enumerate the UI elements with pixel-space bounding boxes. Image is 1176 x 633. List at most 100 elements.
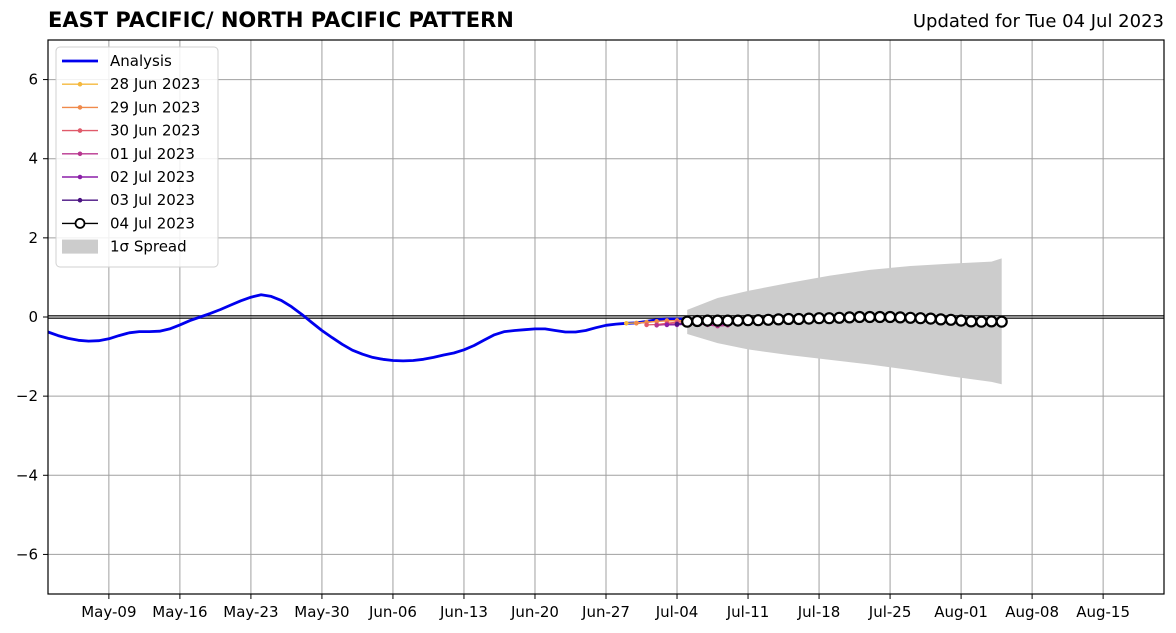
data-point: [762, 313, 775, 326]
data-point: [802, 312, 816, 325]
series-layer: [47, 293, 1008, 363]
x-tick-label: Jun-20: [510, 603, 559, 621]
x-tick-label: Aug-15: [1076, 603, 1130, 621]
data-point: [873, 310, 887, 324]
data-point: [944, 313, 958, 326]
data-point: [924, 312, 937, 325]
data-point: [853, 310, 866, 324]
data-point: [934, 313, 947, 326]
legend-marker: [74, 217, 86, 229]
data-point: [664, 322, 670, 328]
data-point: [731, 314, 745, 327]
spread-band: [687, 258, 1002, 385]
data-point: [954, 314, 968, 327]
legend-label: 03 Jul 2023: [110, 191, 195, 209]
x-tick-label: Aug-01: [934, 603, 988, 621]
y-tick-label: 6: [28, 71, 38, 89]
x-tick-label: Jun-06: [368, 603, 417, 621]
x-tick-label: Aug-08: [1005, 603, 1059, 621]
x-tick-label: May-09: [81, 603, 136, 621]
data-point: [914, 312, 927, 325]
data-point: [833, 311, 846, 324]
legend-entry: 02 Jul 2023: [62, 168, 195, 186]
data-point: [792, 312, 805, 326]
series-0: [47, 293, 728, 363]
legend-entry: 30 Jun 2023: [62, 122, 200, 140]
y-tick-label: −2: [16, 387, 38, 405]
data-point: [654, 322, 659, 328]
legend-swatch: [62, 239, 98, 254]
data-point: [995, 315, 1008, 328]
legend-label: 04 Jul 2023: [110, 214, 195, 232]
data-point: [843, 311, 856, 324]
x-tick-label: Jul-04: [655, 603, 699, 621]
legend-entry: 29 Jun 2023: [62, 98, 200, 116]
legend-label: 30 Jun 2023: [110, 122, 200, 140]
data-point: [812, 312, 826, 325]
y-tick-label: 4: [28, 150, 38, 168]
series-line: [47, 293, 728, 363]
legend-label: 28 Jun 2023: [110, 75, 200, 93]
series-7: [681, 310, 1008, 328]
data-point: [823, 312, 836, 325]
legend-label: 02 Jul 2023: [110, 168, 195, 186]
y-tick-label: 2: [28, 229, 38, 247]
data-point: [883, 310, 897, 324]
data-point: [975, 315, 988, 328]
legend-marker: [77, 81, 83, 87]
data-point: [965, 315, 978, 328]
spread-layer: [48, 258, 1164, 385]
x-tick-label: Jun-27: [581, 603, 630, 621]
x-tick-label: May-30: [294, 603, 349, 621]
data-point: [752, 314, 765, 327]
data-point: [772, 313, 785, 326]
legend-label: Analysis: [110, 52, 172, 70]
data-point: [894, 311, 907, 324]
x-tick-label: May-16: [152, 603, 207, 621]
y-tick-label: 0: [28, 308, 38, 326]
legend-label: 29 Jun 2023: [110, 98, 200, 116]
legend-entry: 04 Jul 2023: [62, 214, 195, 232]
data-point: [721, 314, 734, 327]
data-point: [674, 321, 680, 327]
chart-title: EAST PACIFIC/ NORTH PACIFIC PATTERN: [48, 8, 514, 32]
updated-date: Updated for Tue 04 Jul 2023: [912, 11, 1164, 32]
data-point: [701, 314, 714, 327]
data-point: [904, 311, 917, 324]
data-point: [644, 322, 649, 328]
y-tick-label: −6: [16, 545, 38, 563]
x-tick-label: Jul-11: [726, 603, 770, 621]
legend-box: [55, 46, 219, 268]
data-point: [985, 315, 998, 328]
legend-entry: 28 Jun 2023: [62, 75, 200, 93]
legend-marker: [77, 128, 83, 133]
plot-frame: [47, 39, 1165, 595]
data-point: [711, 314, 724, 327]
x-tick-label: Jun-13: [439, 603, 488, 621]
data-point: [863, 310, 876, 324]
data-point: [681, 315, 694, 328]
legend-entry: 1σ Spread: [62, 238, 187, 256]
legend-marker: [77, 174, 83, 180]
legend-marker: [77, 105, 83, 110]
legend-marker: [77, 151, 83, 157]
legend-entry: 03 Jul 2023: [62, 191, 195, 209]
x-tick-label: Jul-18: [797, 603, 841, 621]
legend-entry: 01 Jul 2023: [62, 145, 195, 163]
axis-layer: May-09 May-16 May-23 May-30 Jun-06 Jun-13 Jun-…: [16, 39, 1165, 621]
data-point: [782, 312, 795, 326]
x-tick-label: Jul-25: [868, 603, 912, 621]
data-point: [623, 320, 629, 326]
x-tick-label: May-23: [223, 603, 278, 621]
legend: Analysis 28 Jun 2023 29 Jun 2023 30 Jun 202…: [55, 46, 219, 268]
grid-layer: [48, 40, 1164, 594]
data-point: [741, 314, 755, 327]
data-point: [691, 314, 704, 328]
y-tick-label: −4: [16, 466, 38, 484]
legend-entry: Analysis: [62, 52, 172, 70]
legend-label: 1σ Spread: [110, 238, 187, 256]
legend-marker: [77, 197, 83, 203]
data-point: [634, 320, 639, 326]
legend-label: 01 Jul 2023: [110, 145, 195, 163]
